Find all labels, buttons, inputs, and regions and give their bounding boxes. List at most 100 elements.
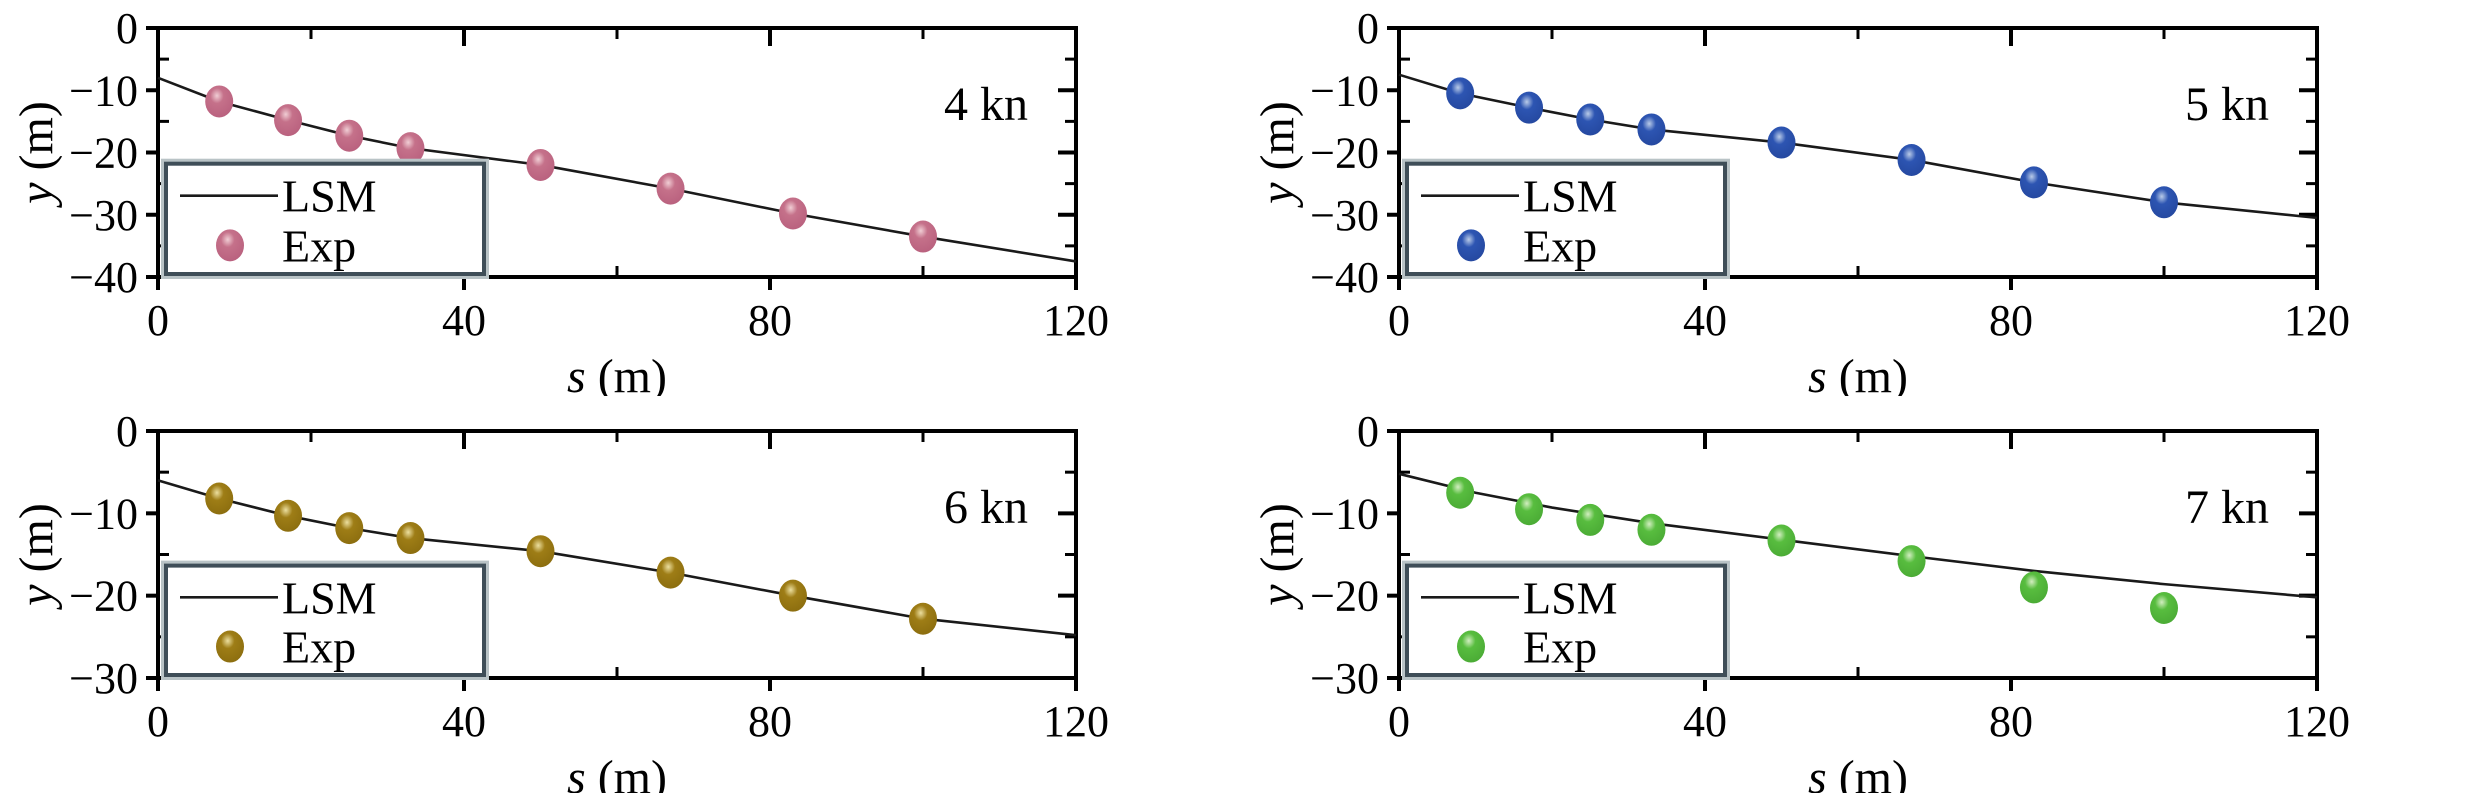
x-axis-label: s (m) bbox=[567, 751, 667, 793]
y-tick-label: −40 bbox=[69, 253, 138, 302]
legend-lsm-label: LSM bbox=[1523, 171, 1618, 222]
y-tick-label: −10 bbox=[1310, 66, 1379, 115]
y-axis-label: y (m) bbox=[10, 101, 63, 209]
x-tick-label: 120 bbox=[1043, 296, 1109, 345]
x-tick-label: 80 bbox=[1989, 697, 2033, 746]
legend-exp-marker bbox=[216, 630, 244, 663]
x-tick-label: 80 bbox=[1989, 296, 2033, 345]
x-tick-label: 0 bbox=[1388, 296, 1410, 345]
legend-exp-marker bbox=[1457, 630, 1485, 663]
y-axis-label: y (m) bbox=[10, 503, 63, 611]
exp-marker bbox=[1637, 113, 1666, 146]
panel-5kn: 0 40 80 120 0 −10 −20 −30 −40 s (m) y (m) LSM Exp 5 k… bbox=[1241, 0, 2481, 396]
legend-lsm-label: LSM bbox=[282, 572, 377, 623]
exp-marker bbox=[1897, 545, 1926, 578]
y-tick-label: −20 bbox=[1310, 129, 1379, 178]
exp-marker bbox=[2150, 592, 2178, 625]
x-tick-label: 40 bbox=[442, 697, 486, 746]
legend-lsm-label: LSM bbox=[1523, 572, 1618, 623]
y-tick-label: 0 bbox=[116, 407, 138, 456]
exp-marker bbox=[335, 512, 364, 545]
x-tick-label: 0 bbox=[1388, 697, 1410, 746]
y-tick-label: −40 bbox=[1310, 253, 1379, 302]
y-tick-label: −30 bbox=[69, 654, 138, 703]
x-tick-label: 0 bbox=[147, 697, 169, 746]
x-tick-label: 40 bbox=[1683, 697, 1727, 746]
legend-box bbox=[164, 161, 486, 276]
legend-exp-marker bbox=[1457, 229, 1485, 262]
exp-marker bbox=[526, 148, 555, 181]
exp-marker bbox=[1446, 77, 1475, 110]
legend-box bbox=[1405, 563, 1727, 678]
y-tick-label: −10 bbox=[69, 66, 138, 115]
panel-speed-label: 6 kn bbox=[944, 481, 1028, 534]
exp-marker bbox=[1576, 503, 1605, 536]
legend-box bbox=[164, 563, 486, 678]
exp-marker bbox=[205, 482, 234, 515]
legend-exp-label: Exp bbox=[1523, 622, 1597, 673]
legend-lsm-label: LSM bbox=[282, 171, 377, 222]
y-tick-label: −30 bbox=[1310, 191, 1379, 240]
exp-marker bbox=[1446, 476, 1475, 509]
exp-marker bbox=[335, 119, 364, 152]
y-tick-label: −30 bbox=[1310, 654, 1379, 703]
legend-box bbox=[1405, 161, 1727, 276]
exp-marker bbox=[778, 579, 807, 612]
exp-marker bbox=[274, 104, 303, 137]
exp-marker bbox=[526, 535, 555, 568]
legend-exp-marker bbox=[216, 229, 244, 262]
exp-marker bbox=[656, 556, 685, 589]
x-tick-label: 120 bbox=[2284, 296, 2350, 345]
exp-marker bbox=[1767, 126, 1796, 159]
y-tick-label: −20 bbox=[1310, 572, 1379, 621]
exp-marker bbox=[1637, 513, 1666, 546]
legend-exp-label: Exp bbox=[282, 622, 356, 673]
exp-marker bbox=[1515, 91, 1544, 124]
y-tick-label: 0 bbox=[116, 4, 138, 53]
lsm-line bbox=[157, 76, 1077, 263]
y-tick-label: 0 bbox=[1357, 4, 1379, 53]
y-axis-label: y (m) bbox=[1251, 503, 1304, 611]
exp-marker bbox=[778, 197, 807, 230]
legend-exp-label: Exp bbox=[282, 220, 356, 271]
lsm-line bbox=[157, 479, 1077, 637]
panel-6kn: 0 40 80 120 0 −10 −20 −30 s (m) y (m) LSM Exp 6 kn bbox=[0, 397, 1240, 793]
x-tick-label: 80 bbox=[748, 697, 792, 746]
panel-speed-label: 5 kn bbox=[2185, 78, 2269, 131]
exp-marker bbox=[205, 85, 234, 118]
x-tick-label: 40 bbox=[442, 296, 486, 345]
exp-marker bbox=[396, 522, 425, 555]
exp-marker bbox=[2150, 186, 2178, 219]
panel-4kn: 0 40 80 120 0 −10 −20 −30 −40 s (m) y (m) LSM Exp 4 k… bbox=[0, 0, 1240, 396]
x-tick-label: 40 bbox=[1683, 296, 1727, 345]
y-tick-label: −20 bbox=[69, 572, 138, 621]
exp-marker bbox=[909, 220, 937, 253]
x-tick-label: 120 bbox=[1043, 697, 1109, 746]
exp-marker bbox=[909, 602, 937, 635]
x-axis-label: s (m) bbox=[567, 350, 667, 396]
exp-marker bbox=[2019, 166, 2048, 199]
legend-exp-label: Exp bbox=[1523, 220, 1597, 271]
y-tick-label: −30 bbox=[69, 191, 138, 240]
x-axis-label: s (m) bbox=[1808, 751, 1908, 793]
panel-speed-label: 4 kn bbox=[944, 78, 1028, 131]
exp-marker bbox=[1576, 103, 1605, 136]
x-tick-label: 80 bbox=[748, 296, 792, 345]
y-axis-label: y (m) bbox=[1251, 101, 1304, 209]
exp-marker bbox=[2019, 571, 2048, 604]
exp-marker bbox=[1515, 493, 1544, 526]
y-tick-label: −10 bbox=[1310, 489, 1379, 538]
exp-marker bbox=[1767, 524, 1796, 557]
exp-marker bbox=[396, 132, 425, 165]
y-tick-label: −20 bbox=[69, 129, 138, 178]
exp-marker bbox=[274, 499, 303, 532]
lsm-line bbox=[1398, 73, 2318, 220]
x-axis-label: s (m) bbox=[1808, 350, 1908, 396]
y-tick-label: 0 bbox=[1357, 407, 1379, 456]
x-tick-label: 0 bbox=[147, 296, 169, 345]
